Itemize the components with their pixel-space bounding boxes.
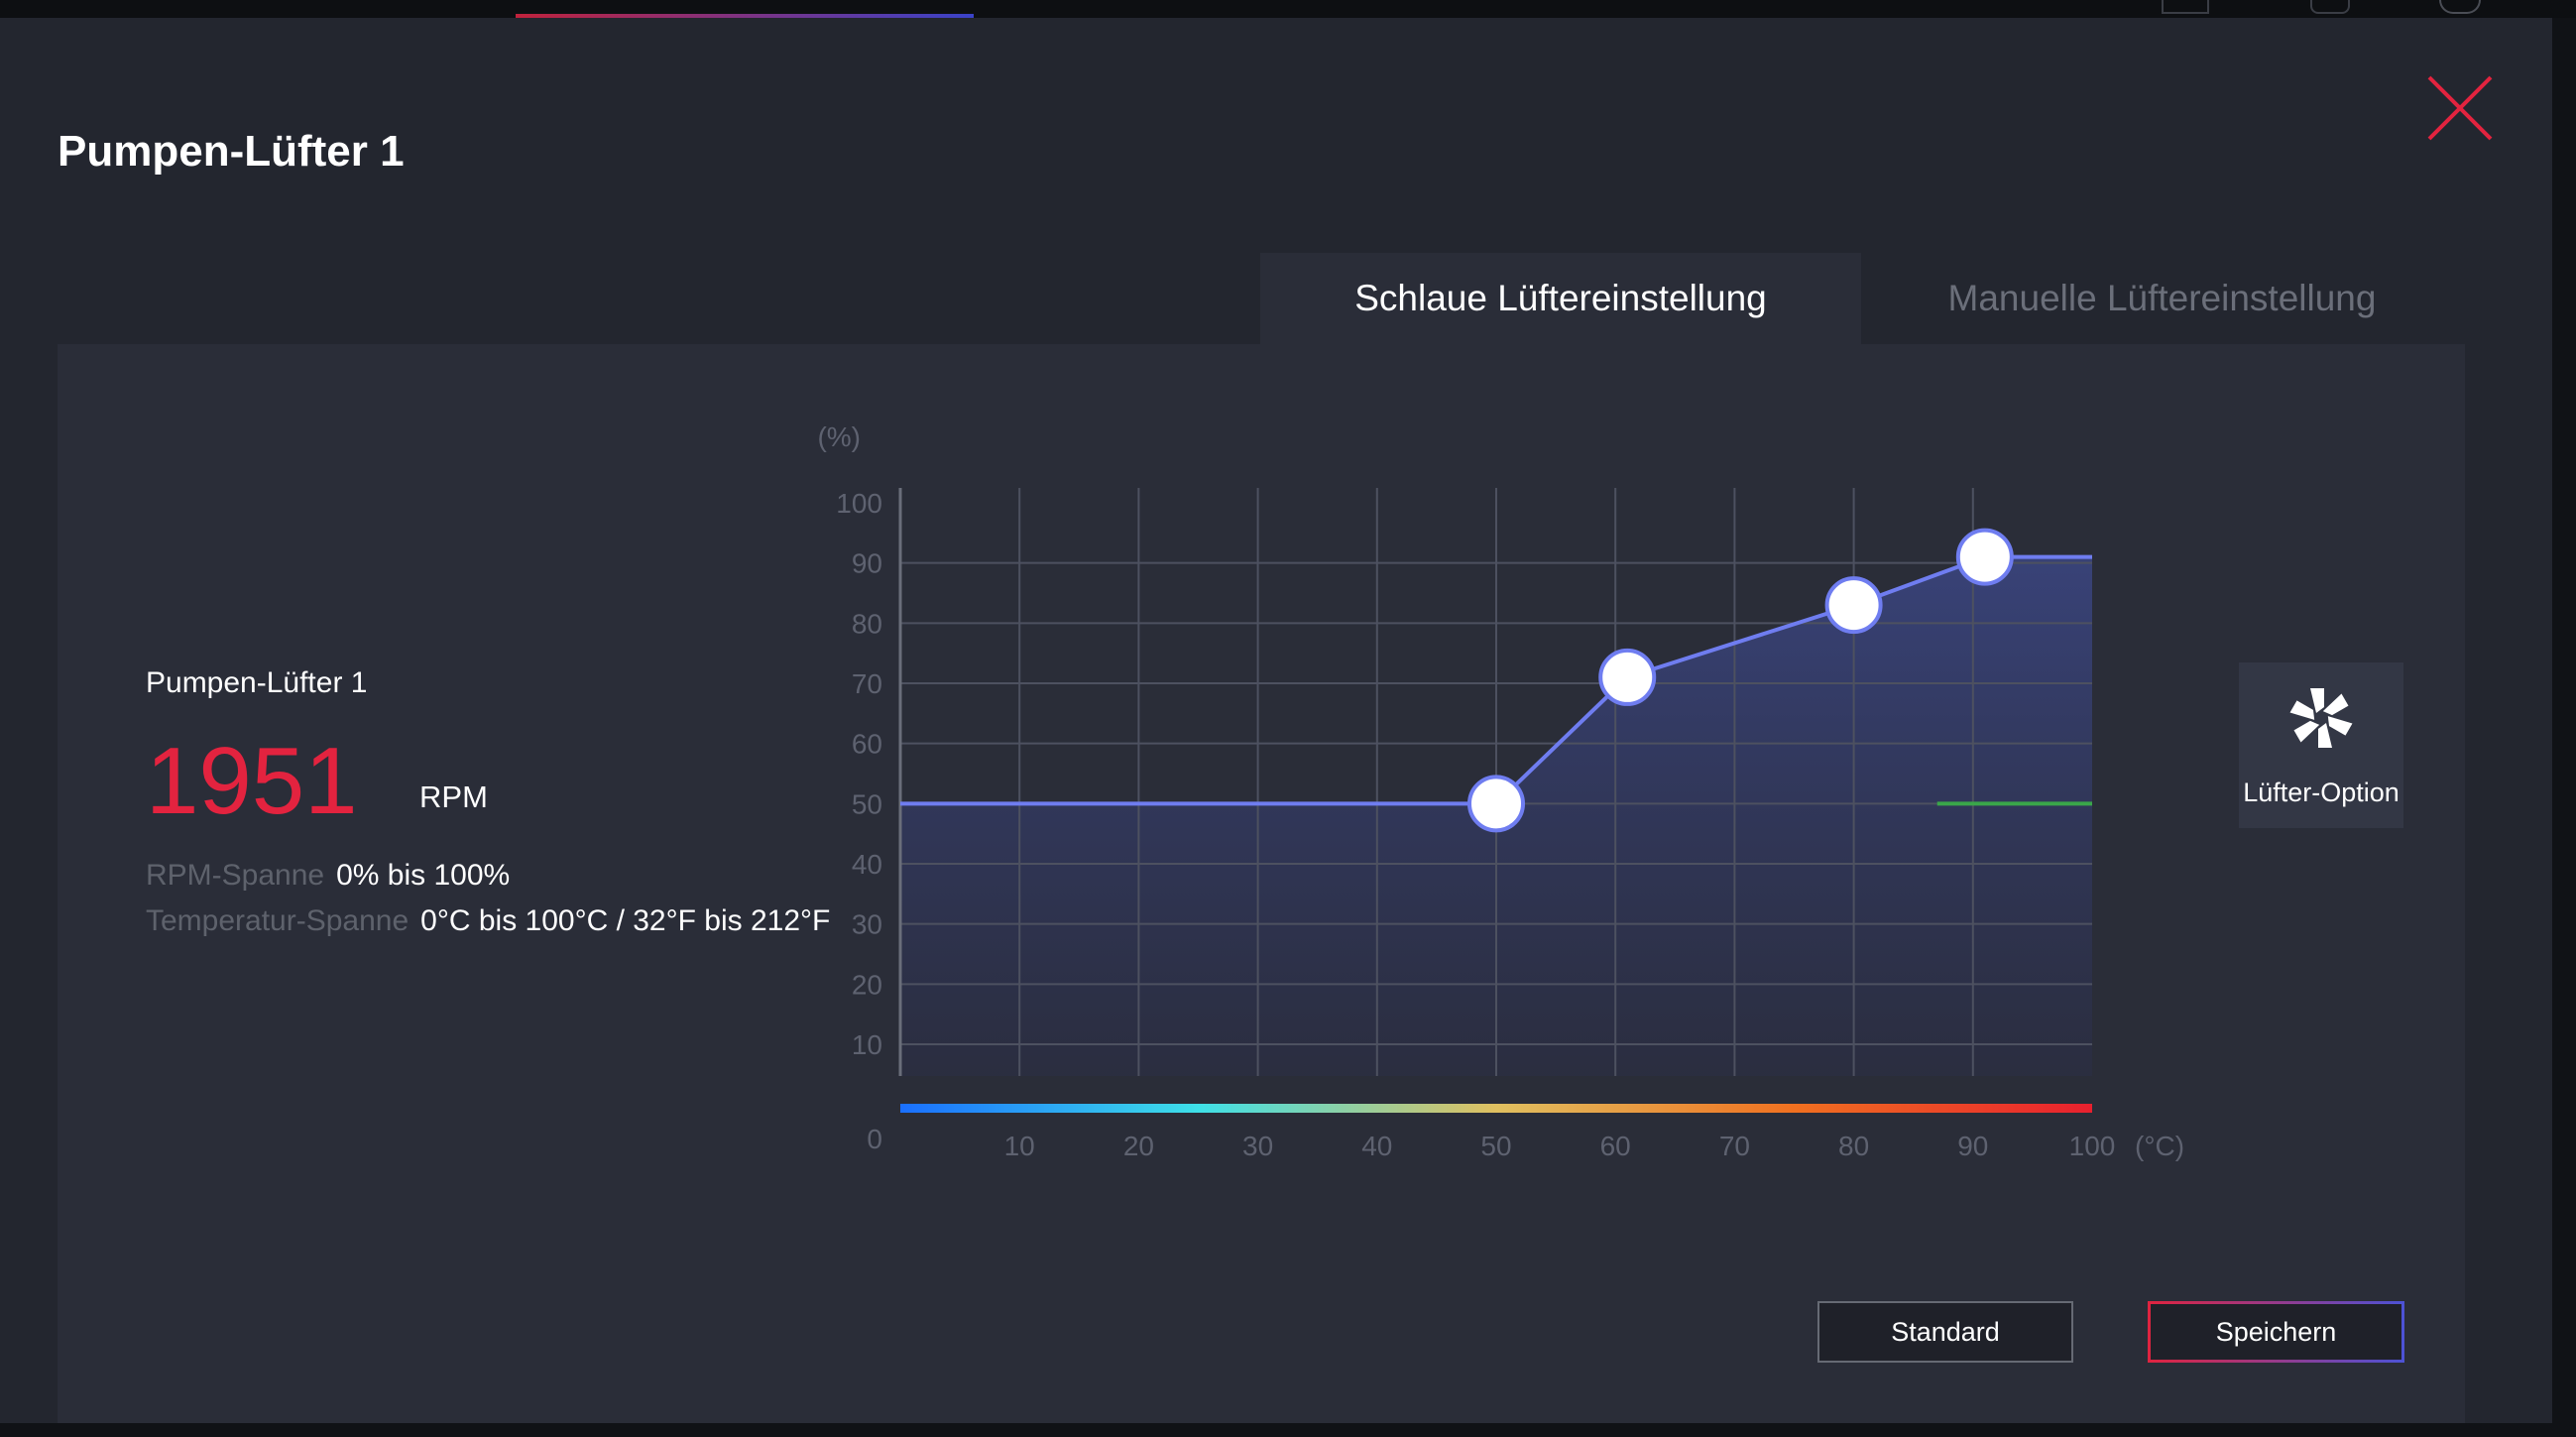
y-tick-label: 70 [852,668,882,699]
fan-icon [2289,688,2353,748]
rpm-unit: RPM [419,779,488,814]
y-tick-label: 20 [852,969,882,1000]
origin-label: 0 [867,1124,882,1154]
curve-control-point[interactable] [1955,528,2014,586]
x-tick-label: 70 [1719,1131,1750,1161]
y-tick-label: 90 [852,548,882,579]
dialog-title: Pumpen-Lüfter 1 [58,127,405,176]
y-tick-label: 40 [852,849,882,880]
rpm-value: 1951 [146,728,358,834]
x-tick-label: 80 [1838,1131,1869,1161]
x-tick-label: 60 [1600,1131,1631,1161]
top-bar [0,0,2576,18]
y-tick-label: 50 [852,788,882,819]
temperature-range-label: Temperatur-Spanne [146,904,410,937]
rpm-range-value: 0% bis 100% [336,859,511,892]
tab-label: Schlaue Lüftereinstellung [1354,278,1767,318]
curve-control-point[interactable] [1467,775,1525,833]
avatar[interactable] [2439,0,2481,14]
tab-manual-fan-setting[interactable]: Manuelle Lüftereinstellung [1861,253,2463,344]
save-button[interactable]: Speichern [2148,1301,2404,1363]
y-tick-label: 100 [836,488,882,519]
active-tab-indicator [516,14,974,18]
tab-label: Manuelle Lüftereinstellung [1947,278,2377,318]
y-tick-label: 30 [852,909,882,940]
curve-control-point[interactable] [1824,576,1883,635]
rpm-range-info: RPM-Spanne 0% bis 100% [146,859,510,893]
temperature-range-info: Temperatur-Spanne 0°C bis 100°C / 32°F bi… [146,904,830,938]
window-edge [2552,18,2576,1437]
temperature-range-value: 0°C bis 100°C / 32°F bis 212°F [420,904,831,937]
x-axis-unit-label: (°C) [2135,1131,2184,1161]
x-tick-label: 90 [1957,1131,1988,1161]
x-tick-label: 100 [2069,1131,2116,1161]
y-tick-label: 80 [852,608,882,639]
close-icon[interactable] [2423,71,2497,145]
y-tick-label: 60 [852,729,882,760]
x-tick-label: 10 [1004,1131,1035,1161]
y-tick-label: 10 [852,1029,882,1060]
temperature-gradient-bar [900,1104,2092,1113]
x-tick-label: 50 [1480,1131,1511,1161]
curve-control-point[interactable] [1598,648,1657,706]
tab-smart-fan-setting[interactable]: Schlaue Lüftereinstellung [1260,253,1861,344]
settings-icon[interactable] [2310,0,2350,14]
layout-icon[interactable] [2162,0,2209,14]
x-tick-label: 40 [1361,1131,1392,1161]
fan-option-button[interactable]: Lüfter-Option [2239,662,2403,828]
window-edge-bottom [0,1423,2576,1437]
y-axis-unit-label: (%) [817,421,861,452]
standard-button[interactable]: Standard [1817,1301,2073,1363]
x-tick-label: 30 [1242,1131,1273,1161]
x-tick-label: 20 [1123,1131,1154,1161]
fan-name-label: Pumpen-Lüfter 1 [146,666,368,699]
rpm-range-label: RPM-Spanne [146,859,325,892]
fan-option-label: Lüfter-Option [2243,778,2400,807]
